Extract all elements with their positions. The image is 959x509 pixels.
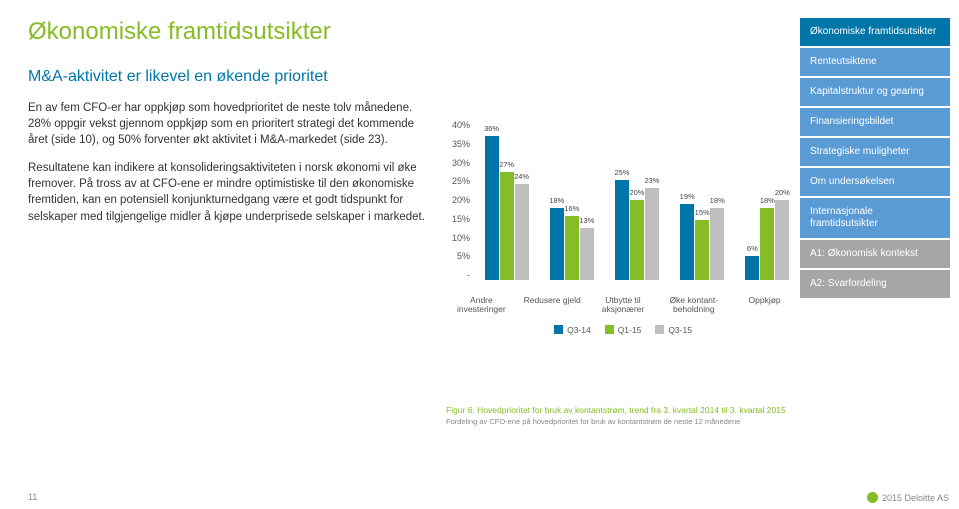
xtick-label: Utbytte til aksjonærer (594, 296, 652, 315)
ytick-label: 5% (446, 251, 470, 261)
bar: 20% (775, 200, 789, 280)
bar: 18% (710, 208, 724, 280)
bar: 24% (515, 184, 529, 280)
chart-container: 40%35%30%25%20%15%10%5%- 36%27%24%18%16%… (440, 0, 800, 509)
chart-yaxis: 40% 35% 30% 25% 20% 15% 10% 5% - (446, 120, 474, 280)
page-footer: 11 2015 Deloitte AS (28, 492, 949, 503)
bar: 20% (630, 200, 644, 280)
chart-sub-caption: Fordeling av CFO-ene på hovedprioritet f… (446, 417, 800, 426)
bar: 25% (615, 180, 629, 280)
bar-value-label: 6% (747, 244, 758, 253)
bar: 15% (695, 220, 709, 280)
bar-value-label: 19% (680, 192, 695, 201)
bar-value-label: 23% (644, 176, 659, 185)
legend-item: Q3-15 (655, 325, 692, 335)
bar-group: 19%15%18% (673, 120, 731, 280)
sidebar-item[interactable]: A2: Svarfordeling (800, 270, 950, 298)
bar-value-label: 13% (579, 216, 594, 225)
xtick-label: Oppkjøp (736, 296, 794, 315)
bar-value-label: 15% (695, 208, 710, 217)
sidebar-item[interactable]: Strategiske muligheter (800, 138, 950, 166)
chart-caption: Figur 6. Hovedprioritet for bruk av kont… (446, 405, 800, 415)
legend-label: Q1-15 (618, 325, 642, 335)
copyright: 2015 Deloitte AS (882, 493, 949, 503)
chart-bars: 36%27%24%18%16%13%25%20%23%19%15%18%6%18… (474, 120, 800, 280)
bar-value-label: 18% (549, 196, 564, 205)
bar: 18% (760, 208, 774, 280)
sidebar-item[interactable]: Renteutsiktene (800, 48, 950, 76)
bar: 6% (745, 256, 759, 280)
page-subtitle: M&A-aktivitet er likevel en økende prior… (28, 68, 430, 86)
ytick-label: - (446, 270, 470, 280)
ytick-label: 30% (446, 158, 470, 168)
legend-label: Q3-15 (668, 325, 692, 335)
sidebar-nav: Økonomiske framtidsutsikterRenteutsikten… (800, 0, 950, 509)
bar: 16% (565, 216, 579, 280)
bar-group: 6%18%20% (738, 120, 796, 280)
xtick-label: Øke kontant-beholdning (665, 296, 723, 315)
bar: 13% (580, 228, 594, 280)
bar-value-label: 18% (710, 196, 725, 205)
bar-value-label: 20% (629, 188, 644, 197)
legend-label: Q3-14 (567, 325, 591, 335)
sidebar-item[interactable]: Finansieringsbildet (800, 108, 950, 136)
deloitte-dot-icon (867, 492, 878, 503)
bar: 19% (680, 204, 694, 280)
page-title: Økonomiske framtidsutsikter (28, 18, 430, 46)
sidebar-item[interactable]: Økonomiske framtidsutsikter (800, 18, 950, 46)
bar: 27% (500, 172, 514, 280)
bar-group: 18%16%13% (543, 120, 601, 280)
paragraph-2: Resultatene kan indikere at konsoliderin… (28, 160, 430, 224)
ytick-label: 25% (446, 176, 470, 186)
bar: 18% (550, 208, 564, 280)
bar-group: 25%20%23% (608, 120, 666, 280)
ytick-label: 40% (446, 120, 470, 130)
xtick-label: Andre investeringer (452, 296, 510, 315)
bar-value-label: 36% (484, 124, 499, 133)
legend-swatch-icon (554, 325, 563, 334)
bar-value-label: 27% (499, 160, 514, 169)
chart-xlabels: Andre investeringer Redusere gjeld Utbytte… (446, 296, 800, 315)
chart-legend: Q3-14 Q1-15 Q3-15 (446, 325, 800, 335)
bar-value-label: 16% (564, 204, 579, 213)
bar: 23% (645, 188, 659, 280)
sidebar-item[interactable]: Internasjonale framtidsutsikter (800, 198, 950, 238)
legend-item: Q1-15 (605, 325, 642, 335)
ytick-label: 10% (446, 233, 470, 243)
bar-value-label: 18% (760, 196, 775, 205)
ytick-label: 35% (446, 139, 470, 149)
legend-swatch-icon (605, 325, 614, 334)
ytick-label: 20% (446, 195, 470, 205)
ytick-label: 15% (446, 214, 470, 224)
paragraph-1: En av fem CFO-er har oppkjøp som hovedpr… (28, 100, 430, 148)
page-number: 11 (28, 492, 37, 503)
sidebar-item[interactable]: A1: Økonomisk kontekst (800, 240, 950, 268)
legend-item: Q3-14 (554, 325, 591, 335)
sidebar-item[interactable]: Kapitalstruktur og gearing (800, 78, 950, 106)
bar: 36% (485, 136, 499, 280)
bar-value-label: 25% (614, 168, 629, 177)
bar-group: 36%27%24% (478, 120, 536, 280)
bar-value-label: 24% (514, 172, 529, 181)
legend-swatch-icon (655, 325, 664, 334)
sidebar-item[interactable]: Om undersøkelsen (800, 168, 950, 196)
xtick-label: Redusere gjeld (523, 296, 581, 315)
bar-value-label: 20% (775, 188, 790, 197)
